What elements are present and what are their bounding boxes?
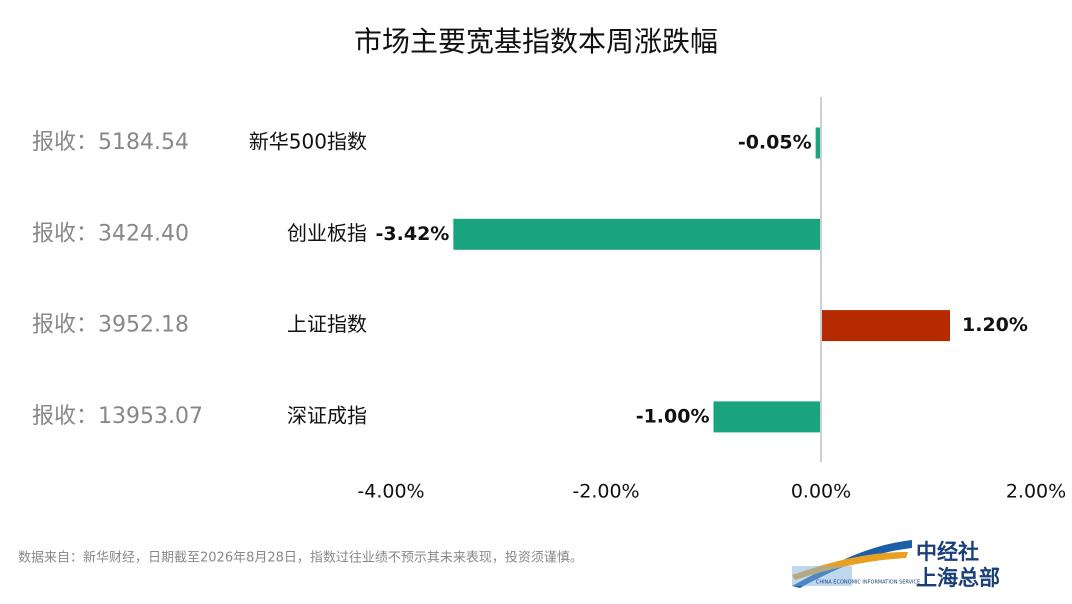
x-tick-label: -4.00% <box>357 481 424 503</box>
chart-title: 市场主要宽基指数本周涨跌幅 <box>354 25 718 58</box>
logo-english: CHINA ECONOMIC INFORMATION SERVICE <box>816 580 920 586</box>
bar <box>453 218 821 250</box>
value-label: 1.20% <box>962 314 1028 336</box>
value-label: -3.42% <box>376 223 450 245</box>
bar <box>815 127 821 159</box>
close-label: 报收：3424.40 <box>32 221 189 246</box>
logo: 中经社 上海总部 CHINA ECONOMIC INFORMATION SERV… <box>792 540 1000 590</box>
logo-swoosh <box>792 552 908 580</box>
logo-branch: 上海总部 <box>916 566 1000 590</box>
logo-block <box>792 566 852 586</box>
x-tick-label: 0.00% <box>791 481 851 503</box>
category-label: 深证成指 <box>287 403 367 427</box>
category-label: 上证指数 <box>287 312 367 336</box>
footnote: 数据来自：新华财经，日期截至2026年8月28日，指数过往业绩不预示其未来表现，… <box>18 550 583 566</box>
close-label: 报收：13953.07 <box>32 404 203 429</box>
category-label: 创业板指 <box>287 221 367 245</box>
category-label: 新华500指数 <box>249 130 367 154</box>
value-label: -1.00% <box>636 405 710 427</box>
x-tick-label: 2.00% <box>1006 481 1066 503</box>
value-label: -0.05% <box>738 132 812 154</box>
bar <box>713 401 821 433</box>
close-label: 报收：5184.54 <box>32 130 189 155</box>
close-label: 报收：3952.18 <box>32 313 189 338</box>
x-tick-label: -2.00% <box>572 481 639 503</box>
logo-name: 中经社 <box>916 540 979 564</box>
bar <box>821 310 950 342</box>
